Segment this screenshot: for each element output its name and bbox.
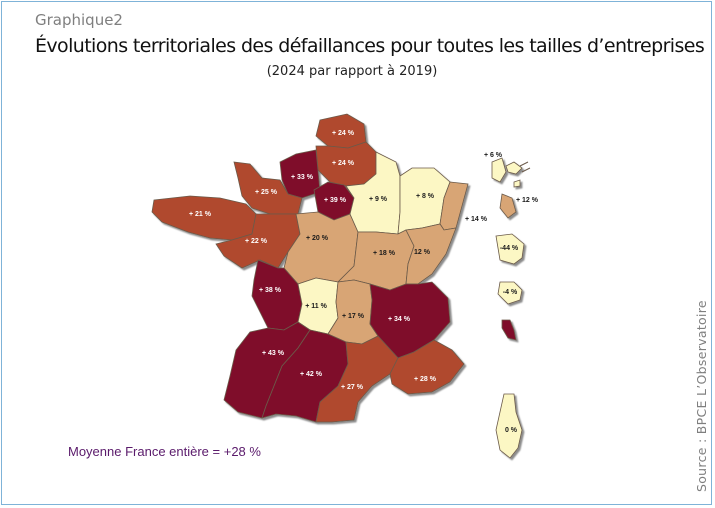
label-languedoc-roussillon: + 27 % [341, 384, 364, 391]
france-average: Moyenne France entière = +28 % [68, 444, 261, 459]
label-alsace: + 14 % [465, 216, 488, 223]
graph-label: Graphique2 [35, 11, 123, 29]
label-bourgogne: + 18 % [373, 250, 396, 257]
region-reunion [497, 281, 523, 305]
region-corse [495, 393, 523, 459]
region-guyane [495, 233, 525, 265]
region-bretagne [151, 195, 257, 241]
label-haute-normandie: + 33 % [291, 174, 314, 181]
label-franche-comte: 12 % [414, 249, 431, 256]
region-guadeloupe [491, 157, 523, 183]
region-paca [389, 339, 465, 395]
label-pays-de-la-loire: + 22 % [245, 238, 268, 245]
label-corse: 0 % [505, 427, 518, 434]
island-marks [519, 161, 531, 173]
label-auvergne: + 17 % [342, 313, 365, 320]
region-languedoc-roussillon [315, 335, 399, 423]
label-bretagne: + 21 % [189, 211, 212, 218]
region-rhone-alpes [369, 281, 451, 359]
label-martinique: + 12 % [516, 197, 539, 204]
label-basse-normandie: + 25 % [255, 189, 278, 196]
label-guyane: -44 % [500, 245, 519, 252]
saint-pierre-islet [513, 179, 521, 188]
label-limousin: + 11 % [305, 303, 327, 310]
label-champagne-ardenne: + 9 % [369, 196, 388, 203]
label-nord: + 24 % [332, 130, 355, 137]
region-labels: + 24 % + 24 % + 33 % + 39 % + 25 % + 21 … [189, 130, 539, 434]
label-aquitaine: + 43 % [262, 350, 285, 357]
label-reunion: -4 % [503, 289, 518, 296]
label-lorraine: + 8 % [416, 193, 435, 200]
source-note: Source : BPCE L’Observatoire [694, 300, 709, 492]
label-guadeloupe: + 6 % [484, 152, 503, 159]
subtitle: (2024 par rapport à 2019) [266, 64, 438, 79]
label-picardie: + 24 % [332, 160, 355, 167]
page-title: Évolutions territoriales des défaillance… [35, 35, 705, 57]
region-martinique [499, 193, 517, 219]
region-franche-comte [405, 223, 457, 285]
region-basse-normandie [233, 161, 303, 215]
label-centre: + 20 % [306, 235, 329, 242]
region-mayotte [501, 319, 517, 341]
label-ile-de-france: + 39 % [324, 197, 347, 204]
label-poitou-charentes: + 38 % [259, 287, 282, 294]
label-paca: + 28 % [414, 376, 437, 383]
label-midi-pyrenees: + 42 % [300, 371, 323, 378]
label-rhone-alpes: + 34 % [388, 316, 411, 323]
